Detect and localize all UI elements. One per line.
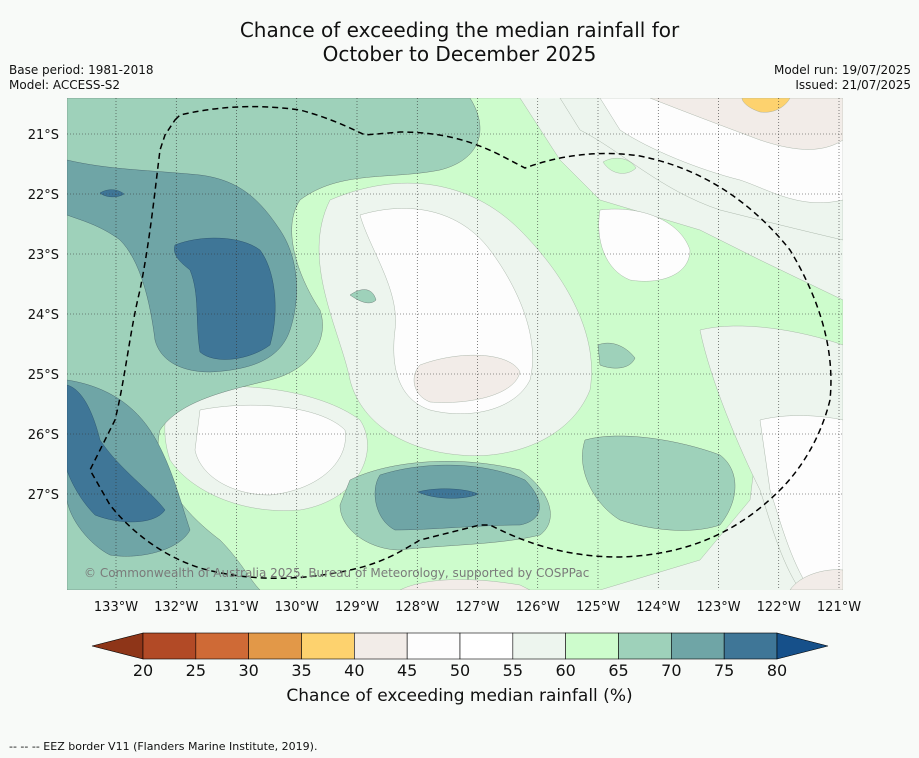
colorbar: 20 25 30 35 40 45 50 55 60 65 70 75 80 — [91, 632, 829, 680]
colorbar-over-arrow — [776, 632, 829, 660]
map-area: © Commonwealth of Australia 2025, Bureau… — [67, 98, 843, 590]
lon-tick-label: 132°W — [154, 600, 198, 615]
lat-tick-label: 25°S — [28, 368, 59, 383]
lat-tick-label: 26°S — [28, 428, 59, 443]
colorbar-bin — [406, 632, 461, 660]
meta-right: Model run: 19/07/2025 Issued: 21/07/2025 — [774, 63, 911, 93]
lon-tick-label: 133°W — [94, 600, 138, 615]
colorbar-tick-label: 55 — [503, 661, 523, 680]
lat-tick-label: 27°S — [28, 488, 59, 503]
colorbar-bin — [671, 632, 725, 660]
colorbar-bin — [301, 632, 355, 660]
colorbar-bin — [618, 632, 672, 660]
colorbar-tick-label: 70 — [661, 661, 681, 680]
title-line-2: October to December 2025 — [322, 42, 597, 66]
colorbar-bin — [248, 632, 302, 660]
colorbar-bin — [723, 632, 778, 660]
colorbar-tick-label: 75 — [714, 661, 734, 680]
lon-tick-label: 124°W — [636, 600, 680, 615]
colorbar-tick-label: 45 — [397, 661, 417, 680]
colorbar-tick-label: 80 — [767, 661, 787, 680]
model-text: Model: ACCESS-S2 — [9, 78, 121, 92]
colorbar-tick-label: 25 — [186, 661, 206, 680]
colorbar-tick-label: 65 — [608, 661, 628, 680]
colorbar-bin — [512, 632, 566, 660]
longitude-axis: 133°W 132°W 131°W 130°W 129°W 128°W 127°W 126°W… — [94, 600, 861, 615]
colorbar-bin — [565, 632, 619, 660]
colorbar-bin — [459, 632, 514, 660]
colorbar-under-arrow — [91, 632, 144, 660]
title-line-1: Chance of exceeding the median rainfall … — [239, 18, 680, 42]
band-40-45 — [399, 98, 843, 590]
lon-tick-label: 128°W — [395, 600, 439, 615]
meta-left: Base period: 1981-2018 Model: ACCESS-S2 — [9, 63, 154, 93]
map-grid — [67, 98, 843, 590]
band-75-80 — [67, 189, 479, 523]
colorbar-tick-label: 30 — [238, 661, 258, 680]
issued-text: Issued: 21/07/2025 — [795, 78, 911, 92]
colorbar-bin — [195, 632, 249, 660]
lat-tick-label: 22°S — [28, 188, 59, 203]
lon-tick-label: 131°W — [214, 600, 258, 615]
lon-tick-label: 121°W — [817, 600, 861, 615]
base-period-text: Base period: 1981-2018 — [9, 63, 154, 77]
lat-tick-label: 23°S — [28, 248, 59, 263]
copyright-text: © Commonwealth of Australia 2025, Bureau… — [84, 566, 589, 580]
colorbar-tick-label: 40 — [344, 661, 364, 680]
colorbar-tick-label: 35 — [291, 661, 311, 680]
lat-tick-label: 24°S — [28, 308, 59, 323]
lon-tick-label: 129°W — [335, 600, 379, 615]
model-run-text: Model run: 19/07/2025 — [773, 63, 911, 77]
colorbar-bin — [142, 632, 197, 660]
lon-tick-label: 126°W — [516, 600, 560, 615]
lon-tick-label: 122°W — [757, 600, 801, 615]
colorbar-label: Chance of exceeding median rainfall (%) — [286, 686, 633, 706]
lon-tick-label: 127°W — [455, 600, 499, 615]
lon-tick-label: 125°W — [576, 600, 620, 615]
band-35-40 — [741, 98, 791, 113]
colorbar-tick-label: 60 — [555, 661, 575, 680]
eez-legend-text: -- -- -- EEZ border V11 (Flanders Marine… — [9, 740, 318, 753]
colorbar-bin — [354, 632, 408, 660]
lon-tick-label: 130°W — [275, 600, 319, 615]
eez-border — [89, 105, 832, 579]
lat-tick-label: 21°S — [28, 128, 59, 143]
latitude-axis: 21°S 22°S 23°S 24°S 25°S 26°S 27°S — [28, 128, 59, 503]
lon-tick-label: 123°W — [696, 600, 740, 615]
map-title: Chance of exceeding the median rainfall … — [0, 18, 919, 66]
colorbar-tick-label: 20 — [133, 661, 153, 680]
colorbar-tick-label: 50 — [450, 661, 470, 680]
